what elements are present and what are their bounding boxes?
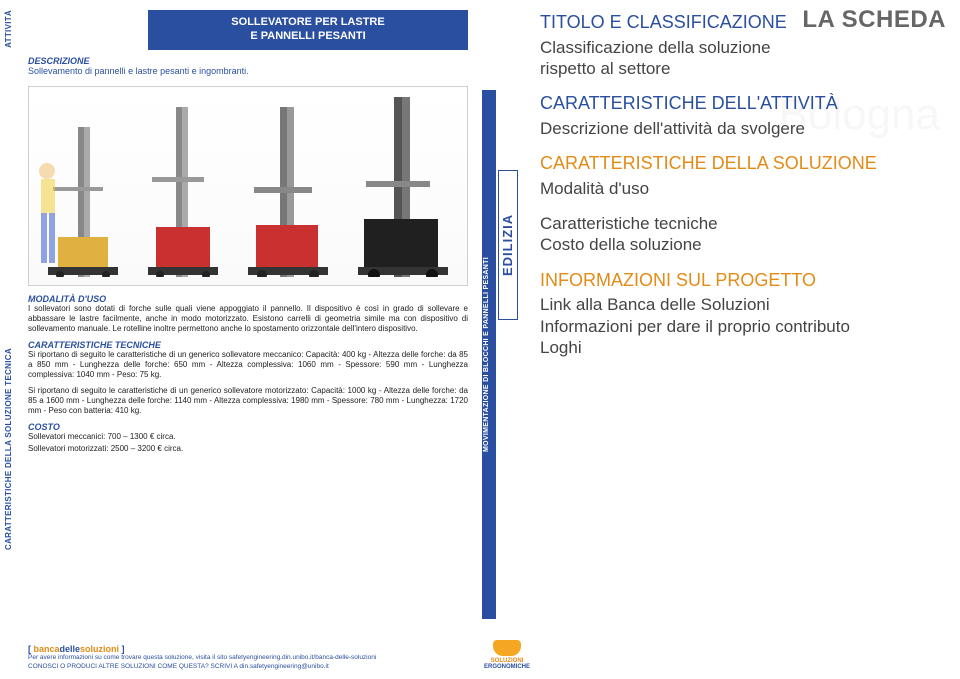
tecniche-text-2: Si riportano di seguito le caratteristic… bbox=[28, 386, 468, 416]
titolo-block: TITOLO E CLASSIFICAZIONE Classificazione… bbox=[540, 12, 800, 79]
costo-heading: COSTO bbox=[28, 422, 468, 432]
divider-column: MOVIMENTAZIONE DI BLOCCHI E PANNELLI PES… bbox=[480, 0, 520, 679]
titolo-heading: TITOLO E CLASSIFICAZIONE bbox=[540, 12, 800, 33]
header-title-l2: E PANNELLI PESANTI bbox=[250, 30, 365, 42]
soluzioni-logo-icon bbox=[493, 640, 521, 656]
caratt-soluzione-l2: Caratteristiche tecniche bbox=[540, 213, 946, 234]
banca-logo: [ [ bancadellesoluzioni ]bancadellesoluz… bbox=[28, 644, 468, 654]
category-band-text: MOVIMENTAZIONE DI BLOCCHI E PANNELLI PES… bbox=[483, 92, 495, 617]
descrizione-block: DESCRIZIONE Sollevamento di pannelli e l… bbox=[28, 56, 468, 76]
info-progetto-l1: Link alla Banca delle Soluzioni bbox=[540, 294, 946, 315]
info-progetto-heading: INFORMAZIONI SUL PROGETTO bbox=[540, 270, 946, 291]
footer-line-1: Per avere informazioni su come trovare q… bbox=[28, 654, 468, 662]
costo-line-1: Sollevatori meccanici: 700 – 1300 € circ… bbox=[28, 432, 468, 442]
caratt-soluzione-l3: Costo della soluzione bbox=[540, 234, 946, 255]
info-progetto-l2: Informazioni per dare il proprio contrib… bbox=[540, 316, 946, 337]
caratt-attivita-heading: CARATTERISTICHE DELL'ATTIVITÀ bbox=[540, 93, 946, 114]
lift-2 bbox=[148, 107, 218, 277]
lift-3 bbox=[248, 107, 328, 277]
footer-line-2: CONOSCI O PRODUCI ALTRE SOLUZIONI COME Q… bbox=[28, 663, 468, 671]
caratt-soluzione-l1: Modalità d'uso bbox=[540, 178, 946, 199]
right-panel: Bologna LA SCHEDA TITOLO E CLASSIFICAZIO… bbox=[520, 0, 960, 679]
worker-figure bbox=[33, 159, 73, 279]
product-illustration bbox=[28, 86, 468, 286]
info-progetto-block: INFORMAZIONI SUL PROGETTO Link alla Banc… bbox=[540, 270, 946, 358]
side-label-caratteristiche: CARATTERISTICHE DELLA SOLUZIONE TECNICA bbox=[4, 130, 13, 550]
caratt-soluzione-block: CARATTERISTICHE DELLA SOLUZIONE Modalità… bbox=[540, 153, 946, 255]
header-title: SOLLEVATORE PER LASTRE E PANNELLI PESANT… bbox=[148, 10, 468, 50]
side-label-attivita: ATTIVITÀ bbox=[4, 10, 13, 48]
caratt-attivita-block: CARATTERISTICHE DELL'ATTIVITÀ Descrizion… bbox=[540, 93, 946, 139]
tecniche-text-1: Si riportano di seguito le caratteristic… bbox=[28, 350, 468, 380]
caratt-attivita-text: Descrizione dell'attività da svolgere bbox=[540, 118, 946, 139]
la-scheda-title: LA SCHEDA bbox=[802, 6, 946, 34]
descrizione-heading: DESCRIZIONE bbox=[28, 56, 90, 66]
left-panel: Soluzioni ATTIVITÀ CARATTERISTICHE DELLA… bbox=[0, 0, 480, 679]
header-title-l1: SOLLEVATORE PER LASTRE bbox=[231, 16, 384, 28]
titolo-text: Classificazione della soluzione rispetto… bbox=[540, 37, 800, 80]
info-progetto-l3: Loghi bbox=[540, 337, 946, 358]
tecniche-heading: CARATTERISTICHE TECNICHE bbox=[28, 340, 468, 350]
modalita-text: I sollevatori sono dotati di forche sull… bbox=[28, 304, 468, 334]
lift-4 bbox=[358, 97, 448, 277]
caratt-soluzione-heading: CARATTERISTICHE DELLA SOLUZIONE bbox=[540, 153, 946, 174]
costo-line-2: Sollevatori motorizzati: 2500 – 3200 € c… bbox=[28, 444, 468, 454]
footer-left: [ [ bancadellesoluzioni ]bancadellesoluz… bbox=[28, 644, 468, 671]
modalita-heading: MODALITÀ D'USO bbox=[28, 294, 468, 304]
sector-text: EDILIZIA bbox=[500, 175, 515, 315]
descrizione-text: Sollevamento di pannelli e lastre pesant… bbox=[28, 66, 249, 76]
